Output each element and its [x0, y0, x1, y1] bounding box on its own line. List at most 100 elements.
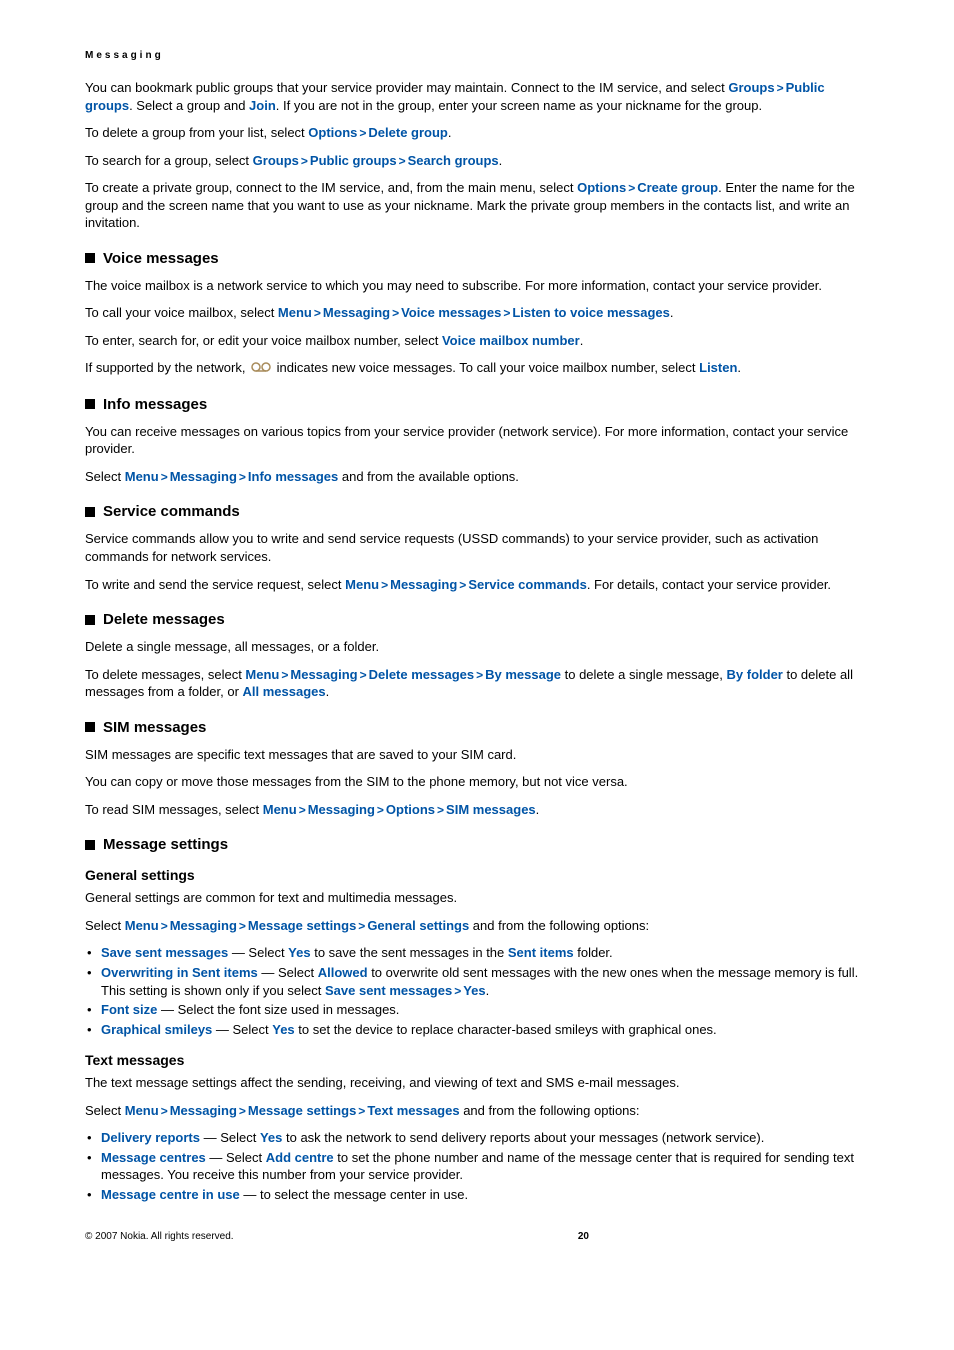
bullet-list: Save sent messages — Select Yes to save …	[85, 944, 869, 1038]
paragraph: You can copy or move those messages from…	[85, 773, 869, 791]
link-search-groups[interactable]: Search groups	[408, 153, 499, 168]
text: .	[670, 305, 674, 320]
link-messaging[interactable]: Messaging	[290, 667, 357, 682]
option-yes: Yes	[288, 945, 310, 960]
option-yes: Yes	[260, 1130, 282, 1145]
link-groups[interactable]: Groups	[728, 80, 774, 95]
footer: © 2007 Nokia. All rights reserved. 20	[85, 1231, 869, 1242]
heading-text: Voice messages	[103, 250, 219, 267]
square-icon	[85, 722, 95, 732]
link-voice-messages[interactable]: Voice messages	[401, 305, 501, 320]
link-options[interactable]: Options	[577, 180, 626, 195]
paragraph: Select Menu>Messaging>Message settings>T…	[85, 1102, 869, 1120]
link-messaging[interactable]: Messaging	[170, 1103, 237, 1118]
list-item: Message centres — Select Add centre to s…	[85, 1149, 869, 1184]
section-sim-messages: SIM messages	[85, 719, 869, 736]
link-create-group[interactable]: Create group	[637, 180, 718, 195]
link-messaging[interactable]: Messaging	[323, 305, 390, 320]
chevron-icon: >	[159, 919, 170, 933]
text: If supported by the network,	[85, 360, 249, 375]
list-item: Message centre in use — to select the me…	[85, 1186, 869, 1204]
link-menu[interactable]: Menu	[345, 577, 379, 592]
link-by-folder[interactable]: By folder	[727, 667, 783, 682]
paragraph: General settings are common for text and…	[85, 889, 869, 907]
text: .	[486, 983, 490, 998]
link-message-settings[interactable]: Message settings	[248, 918, 356, 933]
chevron-icon: >	[474, 668, 485, 682]
heading-text: Delete messages	[103, 611, 225, 628]
text: and from the available options.	[338, 469, 519, 484]
paragraph: If supported by the network, indicates n…	[85, 359, 869, 377]
link-options[interactable]: Options	[308, 125, 357, 140]
link-messaging[interactable]: Messaging	[170, 918, 237, 933]
link-menu[interactable]: Menu	[245, 667, 279, 682]
text: To search for a group, select	[85, 153, 253, 168]
link-service-commands[interactable]: Service commands	[468, 577, 587, 592]
chevron-icon: >	[356, 1104, 367, 1118]
square-icon	[85, 507, 95, 517]
link-message-settings[interactable]: Message settings	[248, 1103, 356, 1118]
paragraph: To delete messages, select Menu > Messagin…	[85, 666, 869, 701]
text: To delete a group from your list, select	[85, 125, 308, 140]
paragraph: Delete a single message, all messages, o…	[85, 638, 869, 656]
text: To write and send the service request, s…	[85, 577, 345, 592]
text: . For details, contact your service prov…	[587, 577, 831, 592]
page-header: Messaging	[85, 50, 869, 61]
link-listen-to[interactable]: Listen to voice messages	[512, 305, 670, 320]
link-messaging[interactable]: Messaging	[308, 802, 375, 817]
square-icon	[85, 615, 95, 625]
text: .	[326, 684, 330, 699]
chevron-icon: >	[356, 919, 367, 933]
text: Select	[85, 1103, 125, 1118]
text: Select	[85, 469, 125, 484]
chevron-icon: >	[390, 306, 401, 320]
option-allowed: Allowed	[318, 965, 368, 980]
link-voice-mailbox-number[interactable]: Voice mailbox number	[442, 333, 580, 348]
link-menu[interactable]: Menu	[278, 305, 312, 320]
text: — Select	[258, 965, 318, 980]
paragraph: You can bookmark public groups that your…	[85, 79, 869, 114]
link-menu[interactable]: Menu	[125, 469, 159, 484]
link-general-settings[interactable]: General settings	[367, 918, 469, 933]
link-public-groups[interactable]: Public groups	[310, 153, 397, 168]
link-by-message[interactable]: By message	[485, 667, 561, 682]
chevron-icon: >	[435, 803, 446, 817]
chevron-icon: >	[379, 578, 390, 592]
link-text-messages[interactable]: Text messages	[367, 1103, 459, 1118]
text: To delete messages, select	[85, 667, 245, 682]
list-item: Graphical smileys — Select Yes to set th…	[85, 1021, 869, 1039]
chevron-icon: >	[626, 181, 637, 195]
text: to save the sent messages in the	[311, 945, 508, 960]
voicemail-icon	[251, 360, 271, 378]
link-join[interactable]: Join	[249, 98, 276, 113]
copyright: © 2007 Nokia. All rights reserved.	[85, 1231, 234, 1242]
list-item: Save sent messages — Select Yes to save …	[85, 944, 869, 962]
link-options[interactable]: Options	[386, 802, 435, 817]
text: — Select	[228, 945, 288, 960]
link-info-messages[interactable]: Info messages	[248, 469, 338, 484]
link-messaging[interactable]: Messaging	[170, 469, 237, 484]
option-graphical-smileys: Graphical smileys	[101, 1022, 212, 1037]
link-all-messages[interactable]: All messages	[243, 684, 326, 699]
link-menu[interactable]: Menu	[263, 802, 297, 817]
option-add-centre: Add centre	[266, 1150, 334, 1165]
link-listen[interactable]: Listen	[699, 360, 737, 375]
link-messaging[interactable]: Messaging	[390, 577, 457, 592]
link-sim-messages[interactable]: SIM messages	[446, 802, 536, 817]
text: Select	[85, 918, 125, 933]
paragraph: You can receive messages on various topi…	[85, 423, 869, 458]
text: .	[448, 125, 452, 140]
section-voice-messages: Voice messages	[85, 250, 869, 267]
chevron-icon: >	[297, 803, 308, 817]
link-menu[interactable]: Menu	[125, 918, 159, 933]
link-menu[interactable]: Menu	[125, 1103, 159, 1118]
link-delete-group[interactable]: Delete group	[368, 125, 447, 140]
paragraph: To enter, search for, or edit your voice…	[85, 332, 869, 350]
paragraph: Select Menu>Messaging>Info messages and …	[85, 468, 869, 486]
link-groups[interactable]: Groups	[253, 153, 299, 168]
text: To create a private group, connect to th…	[85, 180, 577, 195]
link-delete-messages[interactable]: Delete messages	[369, 667, 475, 682]
option-font-size: Font size	[101, 1002, 157, 1017]
text: folder.	[574, 945, 613, 960]
chevron-icon: >	[159, 470, 170, 484]
